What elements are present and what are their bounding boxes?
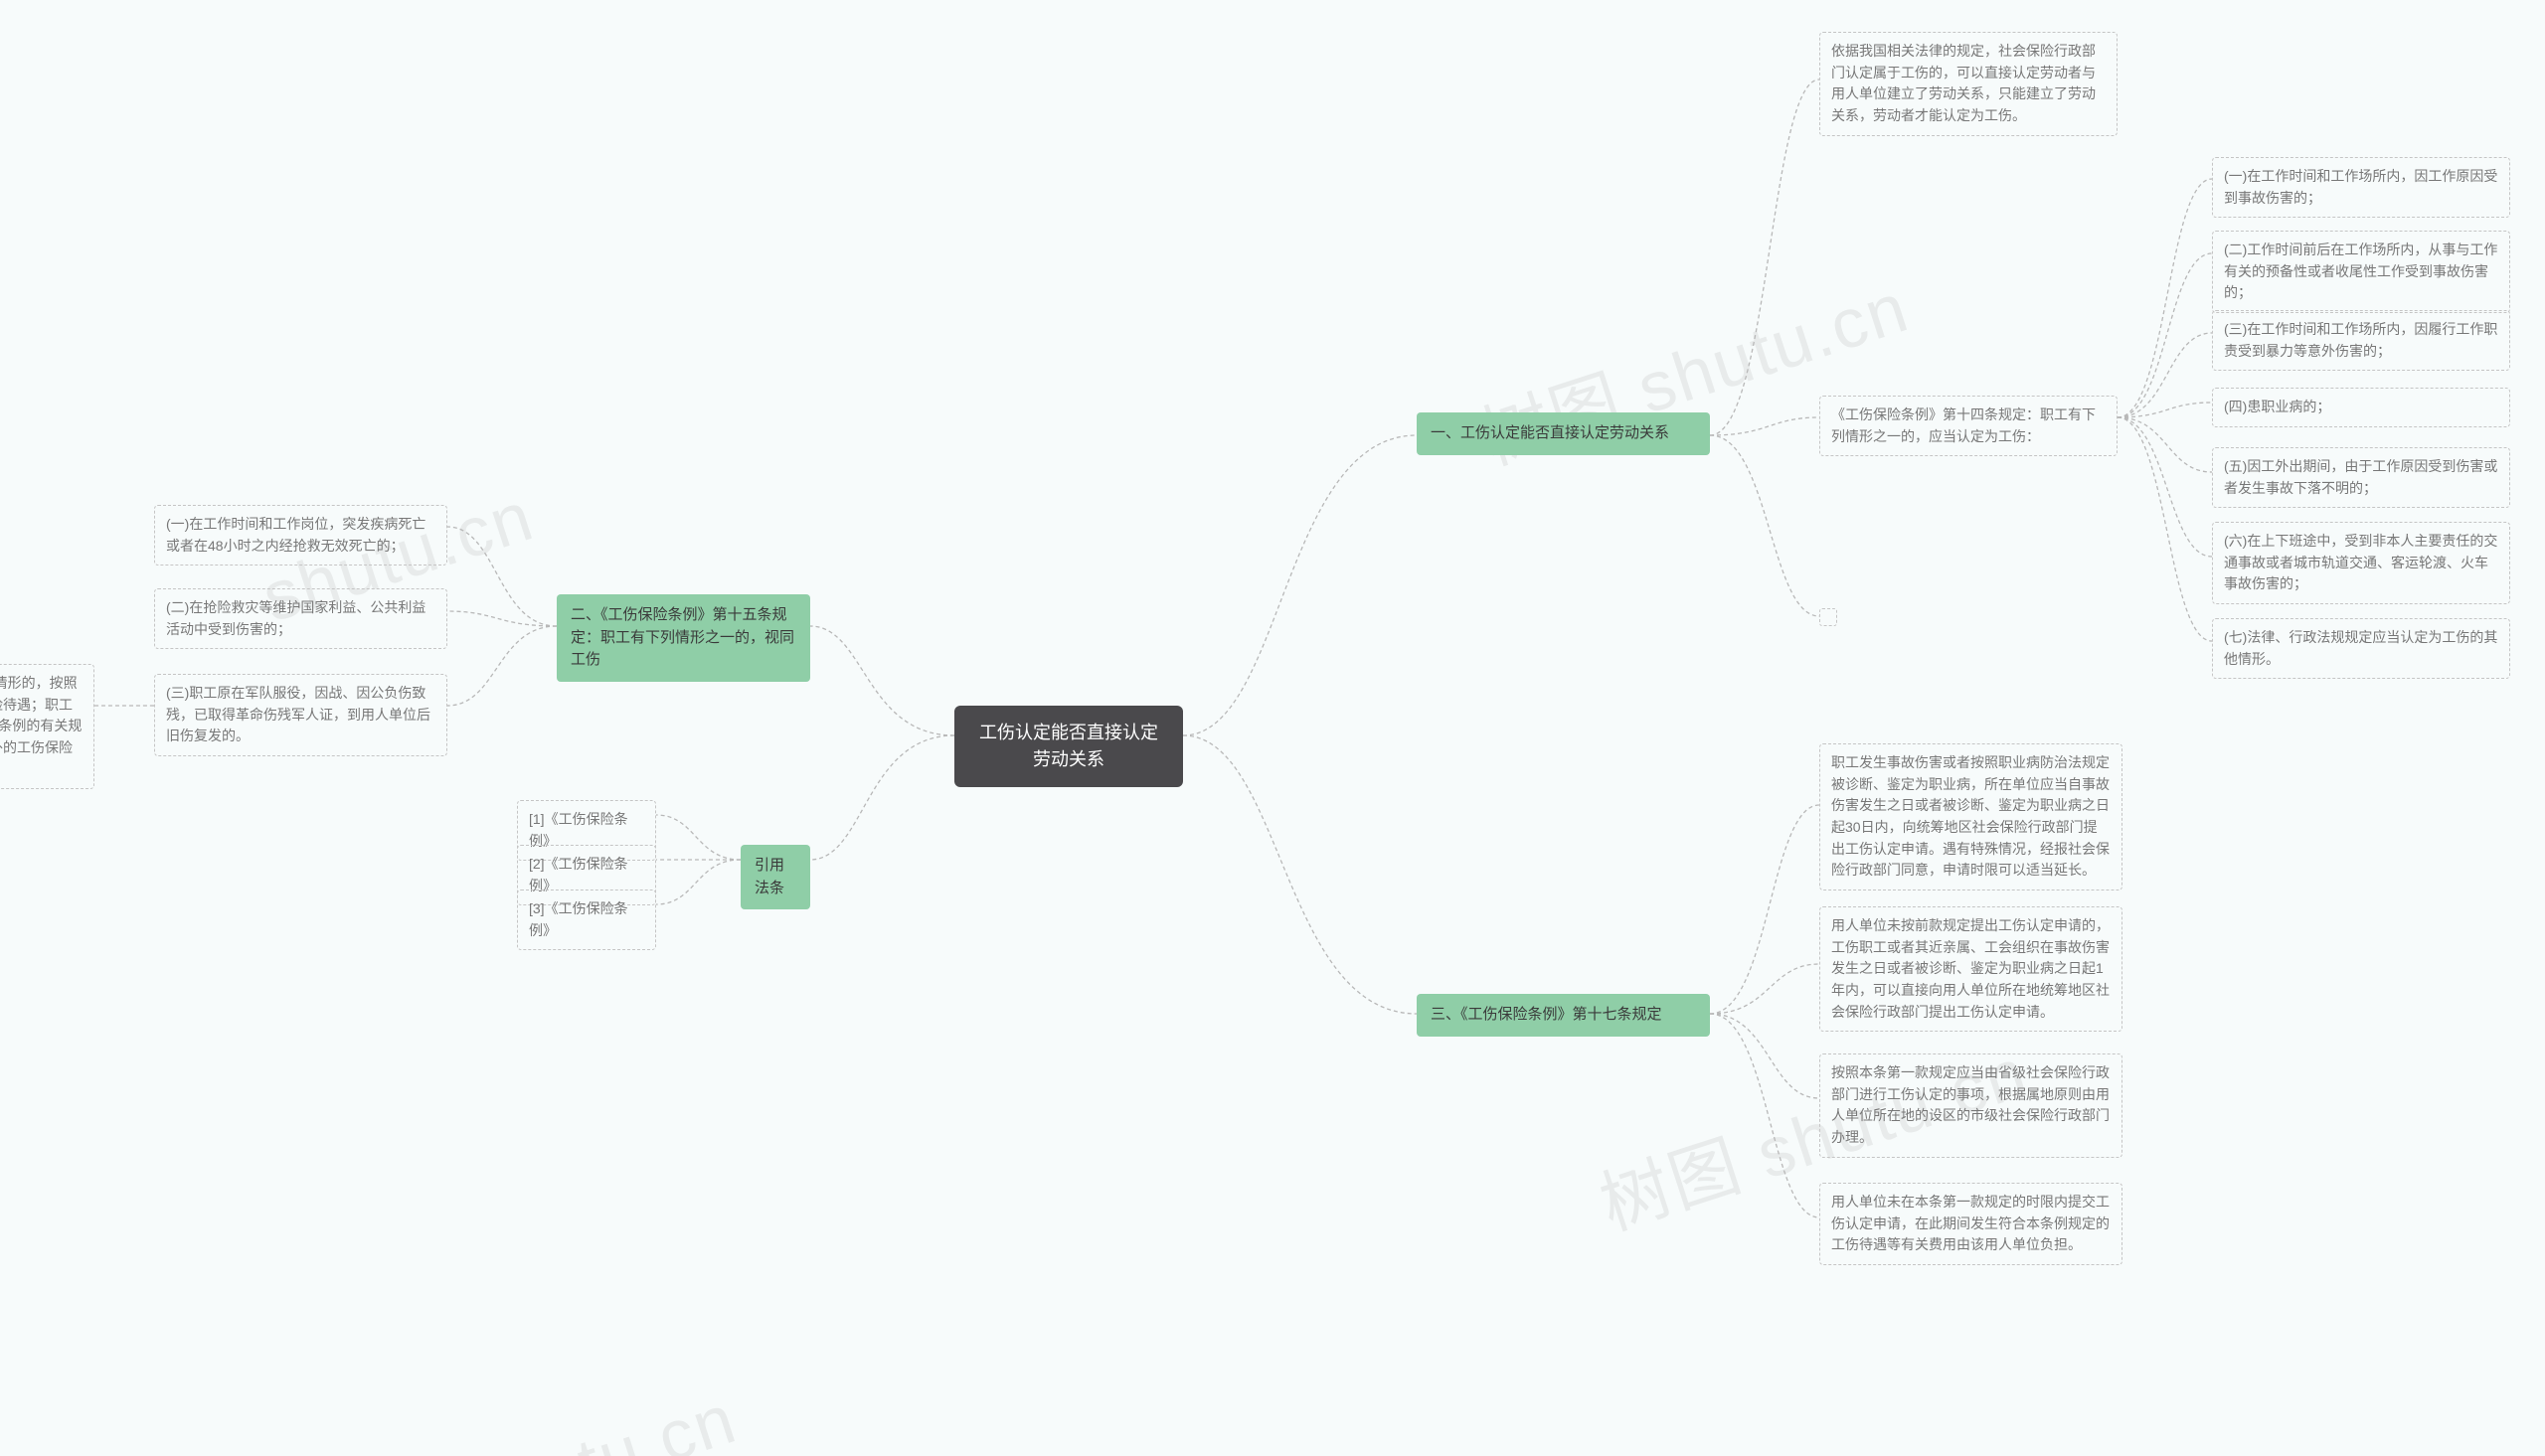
leaf-1-2-6: (六)在上下班途中，受到非本人主要责任的交通事故或者城市轨道交通、客运轮渡、火车… (2212, 522, 2510, 604)
leaf-3-2: 用人单位未按前款规定提出工伤认定申请的，工伤职工或者其近亲属、工会组织在事故伤害… (1819, 906, 2122, 1032)
root-node: 工伤认定能否直接认定劳动关系 (954, 706, 1183, 787)
leaf-1-2-3: (三)在工作时间和工作场所内，因履行工作职责受到暴力等意外伤害的； (2212, 310, 2510, 371)
leaf-1-2-5: (五)因工外出期间，由于工作原因受到伤害或者发生事故下落不明的； (2212, 447, 2510, 508)
branch-4: 引用法条 (741, 845, 810, 909)
leaf-2-3-1: 职工有前款第(一)项、第(二)项情形的，按照本条例的有关规定享受工伤保险待遇；职… (0, 664, 94, 789)
leaf-3-1: 职工发生事故伤害或者按照职业病防治法规定被诊断、鉴定为职业病，所在单位应当自事故… (1819, 743, 2122, 890)
leaf-4-3: [3]《工伤保险条例》 (517, 890, 656, 950)
leaf-1-2-2: (二)工作时间前后在工作场所内，从事与工作有关的预备性或者收尾性工作受到事故伤害… (2212, 231, 2510, 313)
branch-1: 一、工伤认定能否直接认定劳动关系 (1417, 412, 1710, 455)
leaf-3-3: 按照本条第一款规定应当由省级社会保险行政部门进行工伤认定的事项，根据属地原则由用… (1819, 1053, 2122, 1158)
branch-2: 二、《工伤保险条例》第十五条规定：职工有下列情形之一的，视同工伤 (557, 594, 810, 682)
leaf-1-2: 《工伤保险条例》第十四条规定：职工有下列情形之一的，应当认定为工伤： (1819, 396, 2118, 456)
mindmap-canvas: shutu.cn 树图 shutu.cn 树图 shutu.cn tu.cn (0, 0, 2545, 1456)
leaf-2-3: (三)职工原在军队服役，因战、因公负伤致残，已取得革命伤残军人证，到用人单位后旧… (154, 674, 447, 756)
branch-3: 三、《工伤保险条例》第十七条规定 (1417, 994, 1710, 1037)
leaf-2-1: (一)在工作时间和工作岗位，突发疾病死亡或者在48小时之内经抢救无效死亡的； (154, 505, 447, 566)
leaf-2-2: (二)在抢险救灾等维护国家利益、公共利益活动中受到伤害的； (154, 588, 447, 649)
watermark: tu.cn (569, 1378, 747, 1456)
leaf-1-2-1: (一)在工作时间和工作场所内，因工作原因受到事故伤害的； (2212, 157, 2510, 218)
leaf-1-empty (1819, 608, 1837, 626)
leaf-1-2-4: (四)患职业病的； (2212, 388, 2510, 427)
leaf-1-2-7: (七)法律、行政法规规定应当认定为工伤的其他情形。 (2212, 618, 2510, 679)
leaf-1-1: 依据我国相关法律的规定，社会保险行政部门认定属于工伤的，可以直接认定劳动者与用人… (1819, 32, 2118, 136)
leaf-3-4: 用人单位未在本条第一款规定的时限内提交工伤认定申请，在此期间发生符合本条例规定的… (1819, 1183, 2122, 1265)
